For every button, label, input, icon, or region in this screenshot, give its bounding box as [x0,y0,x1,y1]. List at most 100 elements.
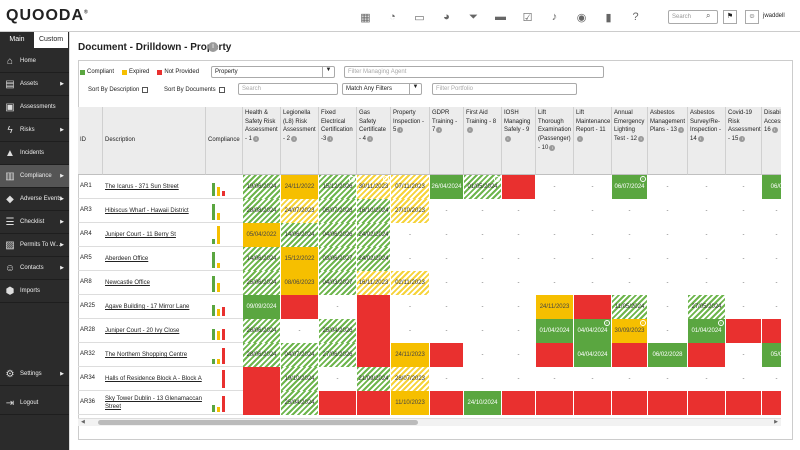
document-cell[interactable]: 26/04/2024 [430,175,464,199]
document-cell[interactable] [574,295,612,319]
info-icon[interactable]: i [505,136,511,143]
sidebar-item-incidents[interactable]: ▲ Incidents [0,142,69,165]
document-cell[interactable]: 05/04/2022 [243,223,281,247]
document-cell[interactable]: 27/06/2026 [319,343,357,367]
document-cell[interactable]: - [430,367,464,391]
document-cell[interactable]: 25/04/2026 [319,319,357,343]
document-cell[interactable]: - [648,247,688,271]
row-description-link[interactable]: Aberdeen Office [105,256,149,263]
comment-icon[interactable]: i [349,176,355,182]
row-description-link[interactable]: Agave Building - 17 Mirror Lane [105,304,190,311]
document-cell[interactable]: - [726,175,762,199]
document-cell[interactable] [762,391,781,415]
document-cell[interactable] [281,295,319,319]
document-cell[interactable]: 15/12/2026 i [319,175,357,199]
pie-chart-icon[interactable]: ◕ [443,11,450,23]
document-cell[interactable]: - [430,247,464,271]
document-cell[interactable]: - [574,199,612,223]
calendar-icon[interactable]: ▦ [360,11,371,24]
document-cell[interactable]: - [464,247,502,271]
bell-icon[interactable]: ♪ [551,11,558,23]
table-row[interactable]: AR34 Halls of Residence Block A - Block A… [78,367,781,391]
document-cell[interactable]: - [648,367,688,391]
document-cell[interactable]: - [726,247,762,271]
document-cell[interactable]: - [726,367,762,391]
document-cell[interactable]: - [726,343,762,367]
document-cell[interactable]: - [502,223,536,247]
comment-icon[interactable]: i [640,320,646,326]
document-cell[interactable]: - [726,223,762,247]
document-cell[interactable]: 06/07/2024 i [612,175,648,199]
sidebar-item-compliance[interactable]: ▥ Compliance ▶ [0,165,69,188]
document-cell[interactable]: - [464,319,502,343]
document-cell[interactable]: 25/04/2024 [281,391,319,415]
document-cell[interactable]: 14/06/2024 [281,223,319,247]
info-icon[interactable]: i [208,42,218,52]
document-cell[interactable]: 19/10/2024 [281,367,319,391]
document-cell[interactable]: 16/10/2024 [357,199,391,223]
document-cell[interactable] [688,343,726,367]
document-cell[interactable]: 07/11/2023 [391,175,430,199]
sidebar-item-contacts[interactable]: ☺ Contacts ▶ [0,257,69,280]
document-cell[interactable]: 24/11/2023 [391,343,430,367]
document-cell[interactable]: - [502,343,536,367]
document-cell[interactable] [762,319,781,343]
column-header[interactable]: Asbestos Survey/Re-Inspection - 14 i [688,107,726,175]
scroll-right-icon[interactable]: ▶ [774,419,778,425]
document-cell[interactable] [726,319,762,343]
sidebar-item-risks[interactable]: ϟ Risks ▶ [0,119,69,142]
info-icon[interactable]: i [771,127,778,134]
document-cell[interactable]: - [574,367,612,391]
document-cell[interactable] [357,391,391,415]
global-search-input[interactable]: Search [668,10,718,24]
sidebar-item-assets[interactable]: ▤ Assets ▶ [0,73,69,96]
document-cell[interactable]: 01/04/2024 i [688,319,726,343]
table-row[interactable]: AR28 Juniper Court - 20 Ivy Close 26/06/20… [78,319,781,343]
document-cell[interactable]: 25/06/2024 [243,271,281,295]
row-description-link[interactable]: The Icarus - 371 Sun Street [105,184,179,191]
document-cell[interactable] [612,343,648,367]
scroll-left-icon[interactable]: ◀ [81,419,85,425]
document-cell[interactable]: 04/04/2024 i [574,319,612,343]
document-cell[interactable] [243,391,281,415]
info-icon[interactable]: i [436,127,443,134]
document-cell[interactable]: - [319,367,357,391]
document-cell[interactable]: - [502,199,536,223]
document-cell[interactable]: 15/12/2022 [281,247,319,271]
document-cell[interactable]: 06/0 [762,175,781,199]
document-cell[interactable] [357,319,391,343]
document-cell[interactable]: 11/05/2024 [612,295,648,319]
document-cell[interactable] [357,295,391,319]
info-icon[interactable]: i [367,136,374,143]
document-cell[interactable] [726,391,762,415]
document-cell[interactable]: - [726,199,762,223]
tab-custom[interactable]: Custom [34,32,68,48]
row-description-link[interactable]: The Northern Shopping Centre [105,352,188,359]
row-description-link[interactable]: Hibiscus Wharf - Hawaii District [105,208,189,215]
document-cell[interactable]: - [464,343,502,367]
document-cell[interactable]: 24/11/2022 [281,175,319,199]
table-row[interactable]: AR32 The Northern Shopping Centre 28/06/20… [78,343,781,367]
sidebar-item-home[interactable]: ⌂ Home [0,50,69,73]
comment-icon[interactable]: i [640,176,646,182]
inbox-icon[interactable]: ▭ [414,11,425,24]
document-cell[interactable]: 28/07/2023 [391,367,430,391]
table-row[interactable]: AR5 Aberdeen Office 14/06/2024 15/12/2022 03… [78,247,781,271]
document-cell[interactable]: 28/06/2024 [243,343,281,367]
column-header[interactable]: First Aid Training - 8 i [464,107,502,175]
column-header[interactable]: Description [103,107,206,175]
row-description-link[interactable]: Sky Tower Dublin - 13 Glenamaccan Street [105,396,202,410]
table-row[interactable]: AR4 Juniper Court - 11 Berry St 05/04/2022… [78,223,781,247]
document-cell[interactable]: - [430,223,464,247]
document-cell[interactable]: - [726,271,762,295]
document-cell[interactable]: - [612,271,648,295]
document-cell[interactable]: - [688,271,726,295]
document-cell[interactable]: 24/07/2023 [281,199,319,223]
horizontal-scrollbar[interactable]: ◀ ▶ [78,418,781,426]
document-cell[interactable]: - [762,295,781,319]
sidebar-item-assessments[interactable]: ▣ Assessments [0,96,69,119]
username[interactable]: jwaddell [763,13,785,19]
document-cell[interactable]: 27/10/2023 [391,199,430,223]
